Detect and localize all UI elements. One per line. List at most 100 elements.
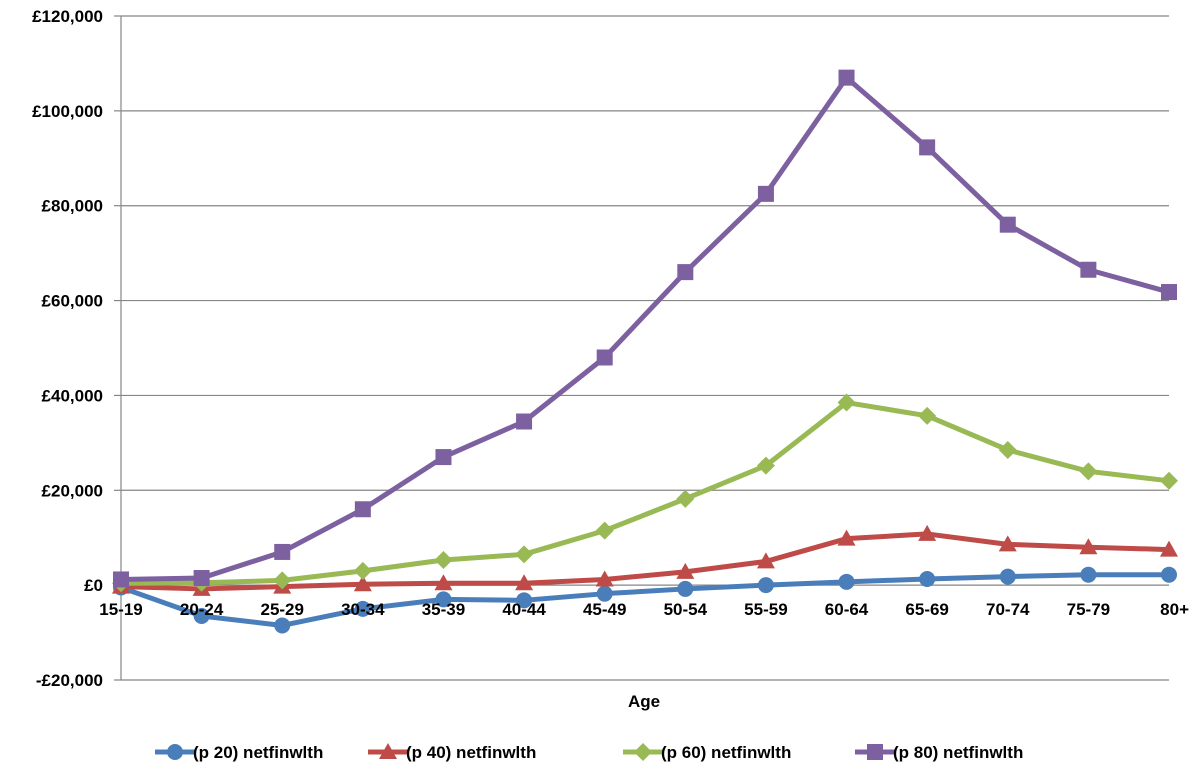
legend-marker: [167, 744, 183, 760]
legend: (p 20) netfinwlth (p 40) netfinwlth (p 60)…: [155, 743, 1023, 762]
data-point: [1080, 261, 1097, 278]
data-point: [515, 574, 534, 591]
data-point: [273, 571, 292, 590]
x-tick-label: 35-39: [422, 600, 465, 619]
y-tick-label: £20,000: [42, 481, 103, 500]
x-tick-label: 50-54: [664, 600, 708, 619]
data-point: [516, 592, 533, 609]
data-point: [515, 545, 534, 564]
data-point: [595, 521, 614, 540]
x-tick-label: 20-24: [180, 600, 224, 619]
data-point: [596, 349, 613, 366]
x-tick-label: 55-59: [744, 600, 787, 619]
data-point: [998, 535, 1017, 552]
data-point: [837, 529, 856, 546]
data-point: [274, 617, 291, 634]
data-point: [756, 552, 775, 569]
x-tick-label: 60-64: [825, 600, 869, 619]
data-point: [353, 575, 372, 592]
y-tick-labels: -£20,000 £0 £20,000 £40,000 £60,000 £80,000 £1…: [32, 7, 103, 690]
x-tick-labels: 15-19 20-24 25-29 30-34 35-39 40-44 45-49 50-54…: [99, 600, 1189, 619]
data-point: [354, 501, 371, 518]
x-tick-label: 15-19: [99, 600, 142, 619]
data-point: [838, 69, 855, 86]
data-point: [918, 406, 937, 425]
y-tick-label: £40,000: [42, 386, 103, 405]
series-line: [120, 400, 1170, 586]
series-line: [120, 531, 1170, 592]
y-tick-label: £120,000: [32, 7, 103, 26]
data-point: [757, 185, 774, 202]
x-tick-label: 45-49: [583, 600, 626, 619]
y-tick-label: £60,000: [42, 292, 103, 311]
x-tick-label: 70-74: [986, 600, 1030, 619]
data-point: [193, 570, 210, 587]
legend-item: (p 40) netfinwlth: [368, 743, 536, 762]
legend-marker: [634, 743, 652, 761]
legend-label: (p 60) netfinwlth: [661, 743, 791, 762]
data-point: [677, 580, 694, 597]
data-point: [999, 216, 1016, 233]
data-point: [1161, 284, 1177, 301]
x-tick-label: 30-34: [341, 600, 385, 619]
data-point: [354, 600, 371, 617]
legend-item: (p 80) netfinwlth: [855, 743, 1023, 762]
data-point: [353, 561, 372, 580]
series-4: [113, 69, 1177, 588]
y-tick-label: £100,000: [32, 102, 103, 121]
data-point: [837, 393, 856, 412]
data-point: [919, 570, 936, 587]
data-point: [676, 562, 695, 579]
data-point: [435, 449, 452, 466]
y-tick-label: £0: [84, 576, 103, 595]
x-tick-label: 65-69: [905, 600, 948, 619]
x-tick-label: 25-29: [260, 600, 303, 619]
data-point: [434, 551, 453, 570]
legend-label: (p 20) netfinwlth: [193, 743, 323, 762]
data-point: [919, 139, 936, 156]
data-point: [1080, 566, 1097, 583]
data-point: [193, 607, 210, 624]
data-point: [434, 574, 453, 591]
series-line: [120, 75, 1170, 582]
series-lines: [112, 69, 1178, 634]
data-point: [998, 440, 1017, 459]
data-point: [113, 571, 129, 588]
x-axis-title: Age: [628, 692, 660, 711]
data-point: [999, 568, 1016, 585]
data-point: [595, 570, 614, 587]
data-point: [274, 543, 291, 560]
x-tick-label: 75-79: [1067, 600, 1110, 619]
data-point: [1079, 462, 1098, 481]
data-point: [1079, 538, 1098, 555]
series-2: [112, 524, 1178, 596]
data-point: [1160, 540, 1178, 557]
data-point: [838, 573, 855, 590]
data-point: [596, 585, 613, 602]
data-point: [1161, 566, 1177, 583]
data-point: [676, 489, 695, 508]
legend-label: (p 80) netfinwlth: [893, 743, 1023, 762]
legend-label: (p 40) netfinwlth: [406, 743, 536, 762]
data-point: [1160, 471, 1178, 490]
gridlines: [121, 15, 1169, 681]
legend-item: (p 60) netfinwlth: [623, 743, 791, 762]
data-point: [918, 524, 937, 541]
series-3: [112, 393, 1178, 593]
series-line: [120, 572, 1169, 628]
data-point: [677, 264, 694, 281]
legend-marker: [379, 743, 397, 759]
series-1: [113, 566, 1177, 634]
y-tick-label: -£20,000: [36, 671, 103, 690]
data-point: [516, 413, 533, 430]
y-tick-label: £80,000: [42, 197, 103, 216]
data-point: [756, 456, 775, 475]
data-point: [435, 591, 452, 608]
x-tick-label: 80+: [1160, 600, 1189, 619]
x-tick-label: 40-44: [502, 600, 546, 619]
legend-marker: [867, 744, 883, 760]
legend-item: (p 20) netfinwlth: [155, 743, 323, 762]
data-point: [757, 577, 774, 594]
